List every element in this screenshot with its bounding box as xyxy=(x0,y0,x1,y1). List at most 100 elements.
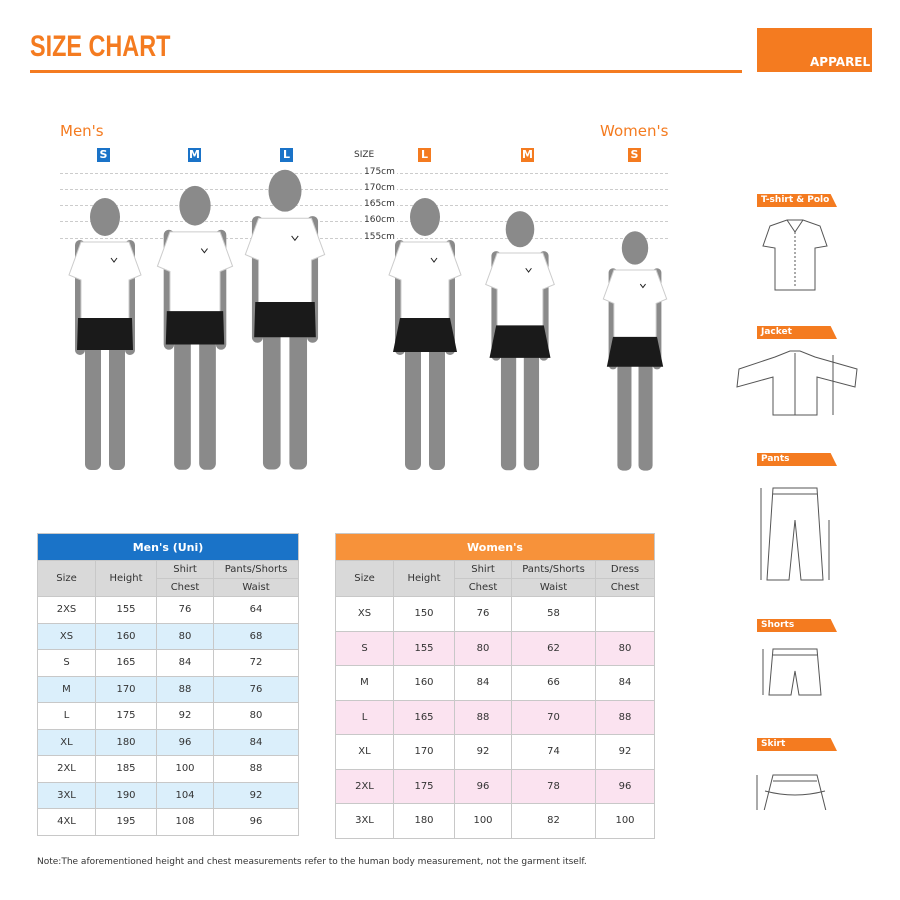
col-waist: Waist xyxy=(511,578,596,597)
table-cell: 3XL xyxy=(37,781,96,809)
garment-diagrams xyxy=(736,219,858,810)
tshirt-diagram xyxy=(762,219,828,291)
col-dress: Dress xyxy=(594,560,656,579)
col-height: Height xyxy=(95,560,157,597)
table-cell: 4XL xyxy=(37,808,96,836)
col-height: Height xyxy=(393,560,455,597)
diagram-label-skirt: Skirt xyxy=(757,738,837,751)
table-cell: M xyxy=(37,675,96,703)
table-cell: S xyxy=(37,649,96,677)
table-cell: XL xyxy=(335,734,394,770)
table-cell xyxy=(594,596,656,632)
mens-size-table: Men's (Uni) Size Height Shirt Pants/Shorts … xyxy=(36,533,300,836)
model-figure xyxy=(244,169,326,470)
page-title: SIZE CHART xyxy=(30,30,171,63)
table-row: 2XL 175 96 78 96 xyxy=(335,768,656,804)
table-cell: 92 xyxy=(156,702,214,730)
table-row: L 165 88 70 88 xyxy=(335,699,656,735)
table-cell: 180 xyxy=(95,728,157,756)
table-cell: 175 xyxy=(95,702,157,730)
table-row: XS 150 76 58 xyxy=(335,596,656,632)
table-cell: L xyxy=(335,699,394,735)
table-cell: 84 xyxy=(594,665,656,701)
table-cell: 92 xyxy=(212,781,300,809)
table-cell: 175 xyxy=(393,768,455,804)
table-cell: 2XL xyxy=(335,768,394,804)
table-cell: 108 xyxy=(156,808,214,836)
diagram-label-pants: Pants xyxy=(757,453,837,466)
table-cell: 165 xyxy=(393,699,455,735)
table-cell: 92 xyxy=(454,734,512,770)
col-pants: Pants/Shorts xyxy=(212,560,300,579)
col-chest: Chest xyxy=(454,578,512,597)
size-badge-m: M xyxy=(188,148,201,162)
table-cell: 104 xyxy=(156,781,214,809)
table-cell: 88 xyxy=(454,699,512,735)
table-cell: 68 xyxy=(212,622,300,650)
table-cell: 84 xyxy=(454,665,512,701)
table-cell: 58 xyxy=(511,596,596,632)
table-cell: 3XL xyxy=(335,803,394,839)
table-cell: 82 xyxy=(511,803,596,839)
table-cell: 100 xyxy=(156,755,214,783)
table-cell: 150 xyxy=(393,596,455,632)
table-cell: 78 xyxy=(511,768,596,804)
womens-size-table: Women's Size Height Shirt Pants/Shorts Dress… xyxy=(334,533,656,839)
table-cell: XS xyxy=(37,622,96,650)
table-cell: 2XL xyxy=(37,755,96,783)
diagram-label-jacket: Jacket xyxy=(757,326,837,339)
table-cell: 80 xyxy=(212,702,300,730)
height-mark: 155cm xyxy=(362,232,397,242)
table-row: XL 180 96 84 xyxy=(37,728,300,756)
title-divider xyxy=(30,70,742,73)
table-cell: 170 xyxy=(95,675,157,703)
table-cell: 66 xyxy=(511,665,596,701)
height-mark: 165cm xyxy=(362,199,397,209)
size-axis-label: SIZE xyxy=(354,150,375,160)
table-cell: 2XS xyxy=(37,596,96,624)
jacket-diagram xyxy=(736,350,858,416)
table-cell: XL xyxy=(37,728,96,756)
diagram-label-tshirt: T-shirt & Polo xyxy=(757,194,837,207)
col-shirt: Shirt xyxy=(156,560,214,579)
table-cell: 88 xyxy=(156,675,214,703)
height-mark: 160cm xyxy=(362,215,397,225)
table-cell: 96 xyxy=(212,808,300,836)
table-cell: 155 xyxy=(393,630,455,666)
model-figure xyxy=(388,198,462,470)
table-cell: 76 xyxy=(212,675,300,703)
table-cell: 155 xyxy=(95,596,157,624)
table-row: XL 170 92 74 92 xyxy=(335,734,656,770)
table-row: 3XL 190 104 92 xyxy=(37,781,300,809)
table-cell: 165 xyxy=(95,649,157,677)
table-row: 3XL 180 100 82 100 xyxy=(335,803,656,839)
pants-diagram xyxy=(760,487,830,581)
size-badge-s: S xyxy=(628,148,641,162)
womens-table-title: Women's xyxy=(334,533,656,561)
table-cell: 74 xyxy=(511,734,596,770)
table-row: 4XL 195 108 96 xyxy=(37,808,300,836)
table-cell: 195 xyxy=(95,808,157,836)
table-cell: 100 xyxy=(594,803,656,839)
size-badge-l: L xyxy=(418,148,431,162)
table-cell: 190 xyxy=(95,781,157,809)
size-badge-s: S xyxy=(97,148,110,162)
table-cell: 92 xyxy=(594,734,656,770)
shorts-diagram xyxy=(762,648,822,696)
table-row: M 170 88 76 xyxy=(37,675,300,703)
table-cell: S xyxy=(335,630,394,666)
model-figure xyxy=(485,211,555,471)
col-waist: Waist xyxy=(212,578,300,597)
model-figure xyxy=(156,185,234,470)
table-cell: XS xyxy=(335,596,394,632)
table-cell: 80 xyxy=(156,622,214,650)
table-cell: 88 xyxy=(212,755,300,783)
size-badge-l: L xyxy=(280,148,293,162)
table-cell: M xyxy=(335,665,394,701)
table-cell: 96 xyxy=(454,768,512,804)
table-cell: 100 xyxy=(454,803,512,839)
table-cell: 170 xyxy=(393,734,455,770)
table-cell: 84 xyxy=(212,728,300,756)
table-cell: 80 xyxy=(454,630,512,666)
table-cell: 180 xyxy=(393,803,455,839)
